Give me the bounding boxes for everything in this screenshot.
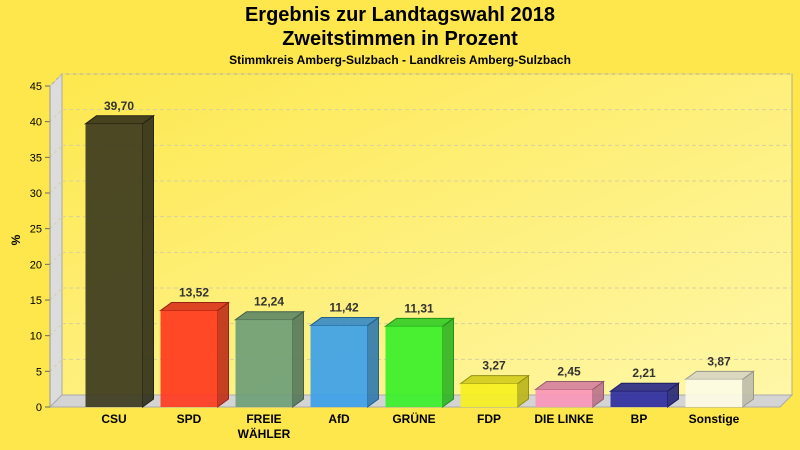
bar-top xyxy=(608,382,681,392)
bar-top xyxy=(533,381,606,391)
value-label: 11,31 xyxy=(404,301,434,315)
grid-line-side xyxy=(49,144,63,158)
x-tick-label: FREIE WÄHLER xyxy=(238,412,291,441)
value-label: 3,27 xyxy=(482,359,506,373)
bar-csu xyxy=(85,123,143,407)
grid-line-side xyxy=(49,180,63,194)
x-tick-label: BP xyxy=(631,412,648,426)
bar-freie-w-hler xyxy=(235,319,293,407)
y-tick-label: 0 xyxy=(36,402,42,414)
grid-line-side xyxy=(49,73,63,87)
bar-side xyxy=(367,316,379,408)
bar-top xyxy=(683,370,756,380)
bar-side xyxy=(142,114,154,408)
grid-line-side xyxy=(49,287,63,301)
bar-die-linke xyxy=(535,389,593,407)
bar-bp xyxy=(610,391,668,407)
value-label: 2,45 xyxy=(557,365,581,379)
value-label: 3,87 xyxy=(707,354,731,368)
value-label: 13,52 xyxy=(179,286,209,300)
bar-side xyxy=(292,310,304,408)
grid-line-side xyxy=(49,323,63,337)
value-label: 12,24 xyxy=(254,295,284,309)
x-tick-label: GRÜNE xyxy=(392,411,435,426)
bar-spd xyxy=(160,310,218,407)
grid-line-side xyxy=(49,216,63,230)
y-tick-label: 45 xyxy=(30,81,42,93)
y-tick-label: 15 xyxy=(30,295,42,307)
value-label: 11,42 xyxy=(329,301,359,315)
value-label: 39,70 xyxy=(104,99,134,113)
grid-line-side xyxy=(49,109,63,123)
chart-title: Ergebnis zur Landtagswahl 2018 xyxy=(244,4,556,26)
bar-side xyxy=(217,301,229,408)
x-tick-label: FDP xyxy=(477,412,501,426)
x-tick-label: SPD xyxy=(177,412,202,426)
bar-fdp xyxy=(460,383,518,407)
grid-line-side xyxy=(49,358,63,372)
chart-caption: Stimmkreis Amberg-Sulzbach - Landkreis A… xyxy=(229,53,571,67)
bar-top xyxy=(83,115,156,125)
x-tick-label: CSU xyxy=(101,412,126,426)
bar-top xyxy=(308,317,381,327)
y-tick-label: 40 xyxy=(30,117,42,129)
value-label: 2,21 xyxy=(632,366,656,380)
y-tick-label: 25 xyxy=(30,224,42,236)
y-tick-label: 10 xyxy=(30,331,42,343)
plot-left-wall xyxy=(49,72,63,409)
bar-top xyxy=(458,375,531,385)
grid-line-side xyxy=(49,251,63,265)
x-tick-label: Sonstige xyxy=(689,412,740,426)
y-axis-label: % xyxy=(9,234,23,245)
bar-gr-ne xyxy=(385,326,443,407)
bar-top xyxy=(383,317,456,327)
chart-subtitle: Zweitstimmen in Prozent xyxy=(282,28,518,50)
x-tick-label: DIE LINKE xyxy=(534,412,593,426)
bar-afd xyxy=(310,325,368,407)
y-tick-label: 35 xyxy=(30,152,42,164)
bar-top xyxy=(233,311,306,321)
y-tick-label: 20 xyxy=(30,259,42,271)
bar-top xyxy=(158,302,231,312)
bar-sonstige xyxy=(685,379,743,407)
x-tick-label: AfD xyxy=(328,412,350,426)
bar-side xyxy=(442,317,454,408)
y-tick-label: 30 xyxy=(30,188,42,200)
y-tick-label: 5 xyxy=(36,366,42,378)
